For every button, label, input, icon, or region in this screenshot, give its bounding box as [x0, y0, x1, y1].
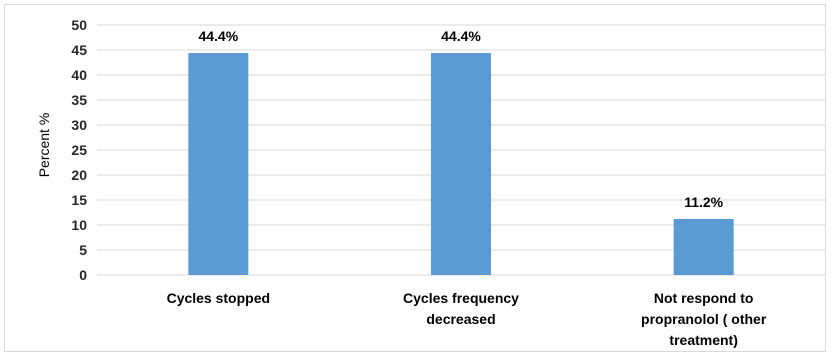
y-axis-title: Percent %: [36, 113, 52, 178]
category-label: Cycles frequency decreased: [403, 290, 519, 327]
category-label: Cycles stopped: [167, 290, 270, 306]
y-tick-label: 30: [71, 117, 87, 133]
category-label-line: treatment): [669, 332, 737, 348]
y-tick-label: 25: [71, 142, 87, 158]
y-tick-label: 45: [71, 42, 87, 58]
data-label: 44.4%: [441, 28, 481, 44]
data-label: 44.4%: [198, 28, 238, 44]
category-label-line: propranolol ( other: [641, 311, 767, 327]
data-labels: 44.4% 44.4% 11.2%: [198, 28, 723, 210]
bar: [188, 53, 249, 275]
y-tick-label: 35: [71, 92, 87, 108]
y-tick-label: 0: [79, 267, 87, 283]
category-label-line: Not respond to: [654, 290, 754, 306]
y-tick-label: 10: [71, 217, 87, 233]
y-tick-label: 40: [71, 67, 87, 83]
category-label-line: Cycles frequency: [403, 290, 519, 306]
y-tick-label: 50: [71, 17, 87, 33]
y-tick-label: 5: [79, 242, 87, 258]
category-label-line: decreased: [426, 311, 495, 327]
y-tick-label: 20: [71, 167, 87, 183]
bars: [188, 53, 734, 275]
chart-frame: 0 5 10 15 20 25 30 35 40 45 50 Cycles stopped Cycle…: [4, 4, 826, 352]
category-labels: Cycles stopped Cycles frequency decreased N…: [167, 290, 767, 348]
data-label: 11.2%: [684, 194, 723, 210]
bar: [431, 53, 491, 275]
category-label: Not respond to propranolol ( other treatme…: [641, 290, 767, 348]
bar: [673, 219, 734, 275]
category-label-line: Cycles stopped: [167, 290, 270, 306]
y-tick-label: 15: [71, 192, 87, 208]
y-tick-labels: 0 5 10 15 20 25 30 35 40 45 50: [71, 17, 87, 283]
